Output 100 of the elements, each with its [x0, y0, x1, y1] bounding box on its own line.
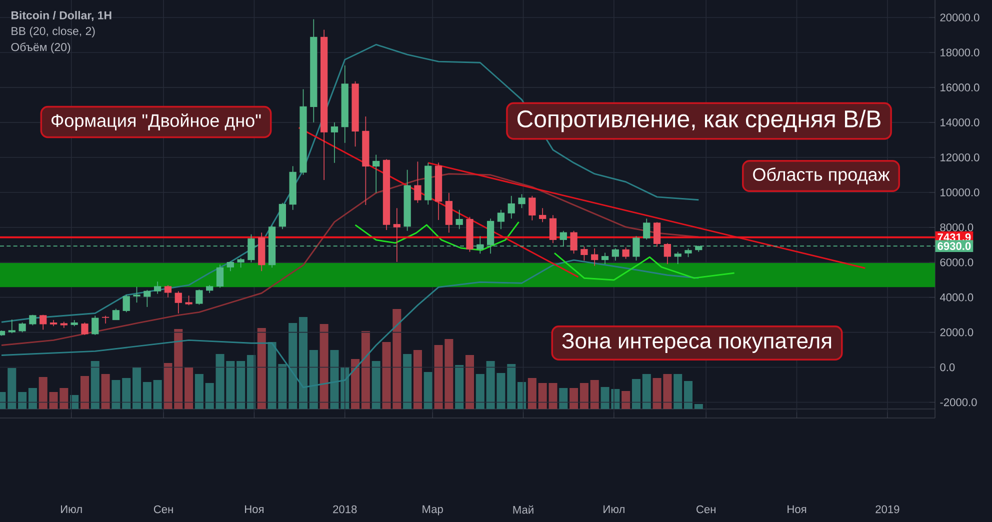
- candlestick: [393, 208, 400, 262]
- bar: [132, 367, 142, 409]
- bar: [413, 350, 422, 409]
- candlestick: [456, 209, 463, 230]
- bar: [142, 382, 152, 409]
- candlestick: [528, 195, 536, 221]
- bar: [194, 374, 204, 409]
- bar: [101, 374, 110, 409]
- candlestick: [81, 322, 88, 336]
- bar: [246, 355, 256, 409]
- candlestick: [539, 208, 546, 223]
- candlestick: [216, 264, 224, 288]
- line-series: [0, 44, 700, 323]
- x-tick-label: Сен: [696, 505, 716, 514]
- candlestick: [133, 286, 140, 303]
- candlestick: [226, 261, 234, 272]
- candlestick: [278, 202, 286, 230]
- y-tick-label: 14000.0: [940, 118, 980, 126]
- candlestick: [549, 214, 557, 244]
- bar: [372, 360, 380, 409]
- y-tick-label: 10000.0: [940, 188, 980, 196]
- bar: [361, 331, 370, 409]
- annotation: Объём (20): [11, 42, 70, 54]
- bar: [153, 380, 162, 409]
- x-tick-label: Июл: [61, 505, 82, 514]
- candlestick: [237, 258, 244, 268]
- candlestick: [414, 161, 422, 204]
- x-tick-label: 2019: [876, 505, 900, 514]
- candlestick: [664, 242, 672, 264]
- bar: [476, 374, 484, 409]
- candlestick: [154, 281, 162, 294]
- bar: [507, 364, 516, 409]
- candlestick: [643, 218, 650, 240]
- candlestick: [196, 289, 203, 306]
- candlestick: [591, 248, 598, 266]
- bar: [580, 383, 588, 409]
- bar: [528, 378, 536, 409]
- bar: [174, 329, 183, 409]
- bar: [518, 382, 526, 409]
- text: Bitcoin / Dollar, 1H: [11, 10, 112, 22]
- y-tick-label: 12000.0: [940, 154, 980, 162]
- bar: [403, 354, 412, 409]
- bar: [694, 404, 703, 409]
- candlestick: [164, 284, 172, 298]
- y-tick-label: 20000.0: [940, 14, 980, 22]
- candlestick: [102, 315, 110, 324]
- annotation: Сопротивление, как средняя В/В: [517, 110, 880, 132]
- bar: [351, 359, 360, 409]
- candlestick: [508, 195, 515, 220]
- candlestick: [144, 290, 151, 308]
- x-tick-label: Июл: [604, 505, 624, 514]
- bar: [632, 379, 640, 409]
- x-tick-label: Мар: [422, 505, 443, 516]
- bar: [112, 380, 120, 409]
- line-series: [554, 252, 736, 281]
- x-tick-label: Сен: [154, 505, 173, 514]
- bar: [570, 388, 578, 409]
- bar: [298, 317, 308, 409]
- x-tick-label: 2018: [333, 505, 357, 514]
- bar: [236, 360, 246, 409]
- bar: [455, 365, 464, 409]
- line-series: [354, 221, 520, 251]
- candlestick: [497, 209, 505, 230]
- bar: [465, 355, 474, 409]
- bar: [309, 350, 318, 409]
- bar: [164, 363, 172, 409]
- bar: [184, 367, 194, 409]
- bar: [90, 360, 100, 409]
- y-tick-label: 2000.0: [940, 328, 974, 336]
- bar: [622, 391, 630, 409]
- y-tick-label: 18000.0: [940, 48, 980, 56]
- candlestick: [174, 290, 182, 314]
- bar: [424, 372, 432, 409]
- candlestick: [601, 252, 609, 264]
- x-tick-label: Ноя: [788, 505, 806, 514]
- bar: [330, 350, 339, 409]
- candlestick: [653, 222, 661, 247]
- x-tick-label: Ноя: [245, 505, 264, 514]
- y-tick-label: 8000.0: [940, 223, 974, 232]
- candlestick: [372, 154, 380, 194]
- bar: [684, 381, 693, 409]
- candlestick: [40, 314, 47, 330]
- annotation: Формация "Двойное дно": [52, 113, 261, 131]
- candlestick: [570, 230, 578, 254]
- candlestick: [330, 122, 338, 164]
- candlestick: [674, 251, 682, 264]
- y-tick-label: 0.0: [940, 363, 955, 372]
- x-tick-label: Май: [513, 505, 534, 514]
- bar: [257, 328, 266, 409]
- annotation: BB (20, close, 2): [12, 26, 95, 38]
- y-tick-label: 6000.0: [940, 258, 974, 266]
- bar: [18, 392, 27, 409]
- bar: [288, 323, 298, 409]
- bar: [80, 376, 89, 409]
- candlestick: [92, 315, 99, 336]
- candlestick: [518, 194, 526, 209]
- candlestick: [622, 247, 630, 260]
- y-tick-label: -2000.0: [940, 398, 977, 406]
- annotation: Зона интереса покупателя: [562, 333, 832, 353]
- bar: [674, 374, 682, 409]
